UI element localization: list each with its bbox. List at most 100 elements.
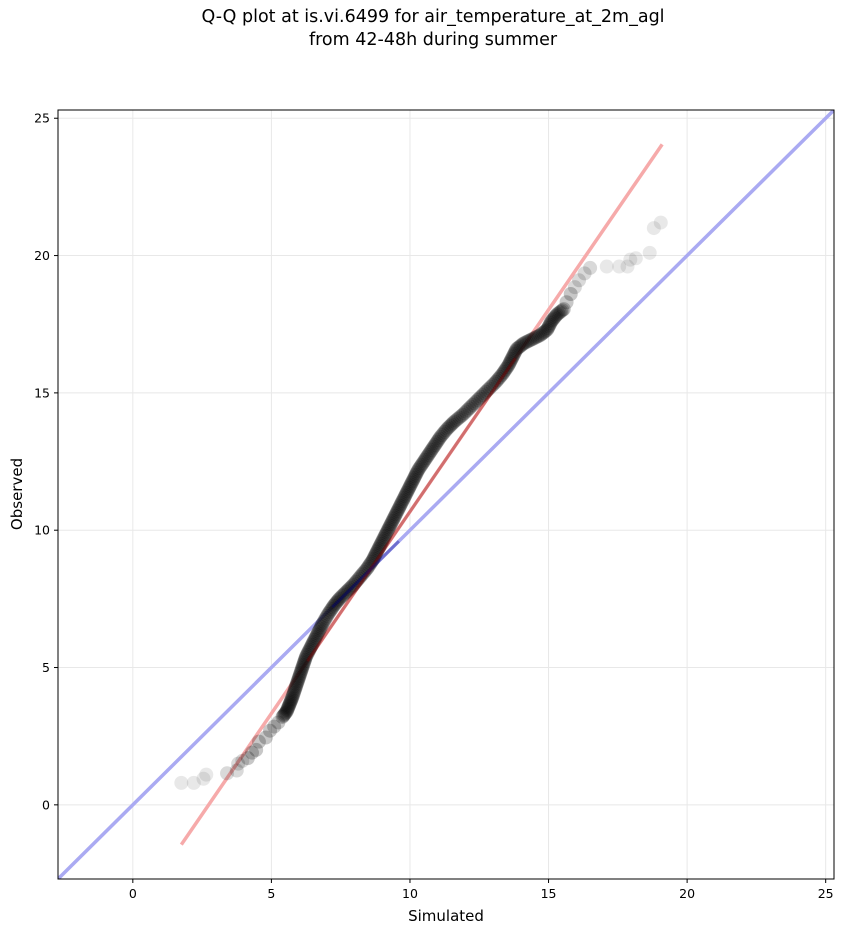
data-point [444,417,459,432]
data-point [289,677,304,692]
data-point [377,530,392,545]
data-point [430,434,445,449]
data-point [547,310,562,325]
data-point [287,682,302,697]
data-point [534,327,549,342]
data-point [370,543,385,558]
reference-lines [58,110,834,879]
data-point [174,775,189,790]
data-point [490,373,505,388]
data-point [297,654,312,669]
data-point [371,541,386,556]
data-point [554,304,569,319]
data-point [415,456,430,471]
x-tick-label: 0 [129,886,137,901]
data-point [543,316,558,331]
data-point [523,333,538,348]
data-point [439,423,453,438]
data-point [323,603,338,618]
data-point [245,745,259,760]
data-point [499,361,514,376]
data-point [362,558,377,573]
y-tick-label: 5 [42,660,50,675]
data-point [567,280,582,295]
data-point [301,644,316,659]
data-point [374,535,389,550]
data-point [373,538,388,553]
data-point [383,517,398,532]
data-point [332,591,347,606]
data-point [315,616,330,631]
data-point [285,689,300,704]
data-point [353,569,368,584]
identity-line [58,110,834,879]
x-tick-label: 10 [402,886,418,901]
chart-title-line-1: Q-Q plot at is.vi.6499 for air_temperatu… [201,7,665,27]
data-point [393,497,408,512]
data-point [526,331,541,346]
data-point [401,482,416,497]
data-point [314,619,329,634]
data-point [365,553,380,568]
data-point [292,667,307,682]
data-point [249,742,264,757]
data-point [429,436,444,451]
data-point [295,661,310,676]
data-point [311,624,326,639]
data-point [528,330,543,345]
y-tick-label: 25 [34,111,50,126]
data-point [347,576,362,591]
data-point [382,520,397,535]
data-point [368,548,383,563]
data-point [496,365,511,380]
data-point [545,313,560,328]
fit-overlays [306,357,517,662]
data-point [317,612,332,627]
data-point [309,629,324,644]
data-point [231,756,246,771]
data-point [361,560,376,575]
data-point [279,704,294,719]
data-point [441,420,456,435]
data-point [337,586,352,601]
data-point [501,358,516,373]
x-tick-label: 5 [267,886,275,901]
data-point [477,386,492,401]
data-point [542,317,557,332]
data-point [457,406,472,421]
data-point [612,259,627,274]
data-point [271,715,286,730]
data-point [537,324,552,339]
data-point [282,696,297,711]
data-point [282,697,297,712]
data-point [508,345,523,360]
data-point [463,399,478,414]
data-point [541,319,556,334]
data-point [378,527,393,542]
data-point [515,337,530,352]
data-point [304,638,319,653]
data-point [412,461,427,476]
data-point [426,439,441,454]
data-point [559,295,574,310]
fit-line [179,143,664,846]
data-point [284,693,299,708]
data-point [419,451,434,466]
data-point [503,353,518,368]
data-point [343,580,358,595]
data-point [531,329,546,344]
data-point [518,335,533,350]
data-point [354,568,369,583]
data-point [388,508,403,523]
data-point [556,302,571,317]
data-point [283,694,298,709]
data-point [327,597,342,612]
data-point [240,751,255,766]
plot-frame [57,109,835,880]
data-point [458,404,473,419]
data-point [326,598,341,613]
data-point [285,690,300,705]
data-point [267,719,282,734]
data-point [453,409,468,424]
data-point [287,684,302,699]
